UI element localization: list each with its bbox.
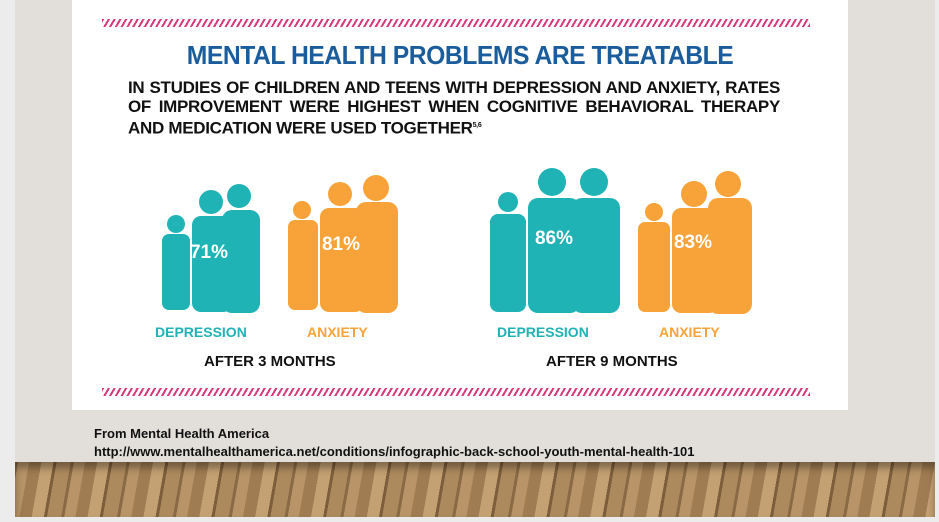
family-silhouette-icon xyxy=(638,171,752,314)
anxiety-3-months-value: 81% xyxy=(321,234,361,255)
depression-3-months-label: DEPRESSION xyxy=(155,324,247,340)
anxiety-9-months-figure: 83% xyxy=(630,168,756,316)
depression-3-months-value: 71% xyxy=(189,242,229,263)
infographic-image: MENTAL HEALTH PROBLEMS ARE TREATABLE IN … xyxy=(72,0,848,410)
family-silhouette-icon xyxy=(162,184,260,313)
anxiety-3-months-label: ANXIETY xyxy=(307,324,368,340)
source-url[interactable]: http://www.mentalhealthamerica.net/condi… xyxy=(94,444,695,459)
depression-3-months-figure: 71% xyxy=(154,180,264,315)
wood-floor-decoration xyxy=(15,462,935,517)
depression-9-months-value: 86% xyxy=(534,228,574,249)
family-silhouette-icon xyxy=(490,168,620,313)
period-3-months-label: AFTER 3 MONTHS xyxy=(204,353,336,370)
depression-9-months-label: DEPRESSION xyxy=(497,324,589,340)
anxiety-9-months-label: ANXIETY xyxy=(659,324,720,340)
anxiety-3-months-figure: 81% xyxy=(280,172,402,315)
bottom-stripe-divider xyxy=(102,388,810,396)
depression-9-months-figure: 86% xyxy=(484,160,624,315)
infographic-subtitle: IN STUDIES OF CHILDREN AND TEENS WITH DE… xyxy=(128,78,780,138)
infographic-title: MENTAL HEALTH PROBLEMS ARE TREATABLE xyxy=(186,40,734,70)
top-stripe-divider xyxy=(102,19,810,27)
footnote-ref: 5,6 xyxy=(472,122,482,129)
subtitle-text: IN STUDIES OF CHILDREN AND TEENS WITH DE… xyxy=(128,78,780,138)
anxiety-9-months-value: 83% xyxy=(673,232,713,253)
source-credit: From Mental Health America http://www.me… xyxy=(94,425,694,461)
source-name: From Mental Health America xyxy=(94,426,270,441)
period-9-months-label: AFTER 9 MONTHS xyxy=(546,353,678,370)
family-silhouette-icon xyxy=(288,175,398,313)
